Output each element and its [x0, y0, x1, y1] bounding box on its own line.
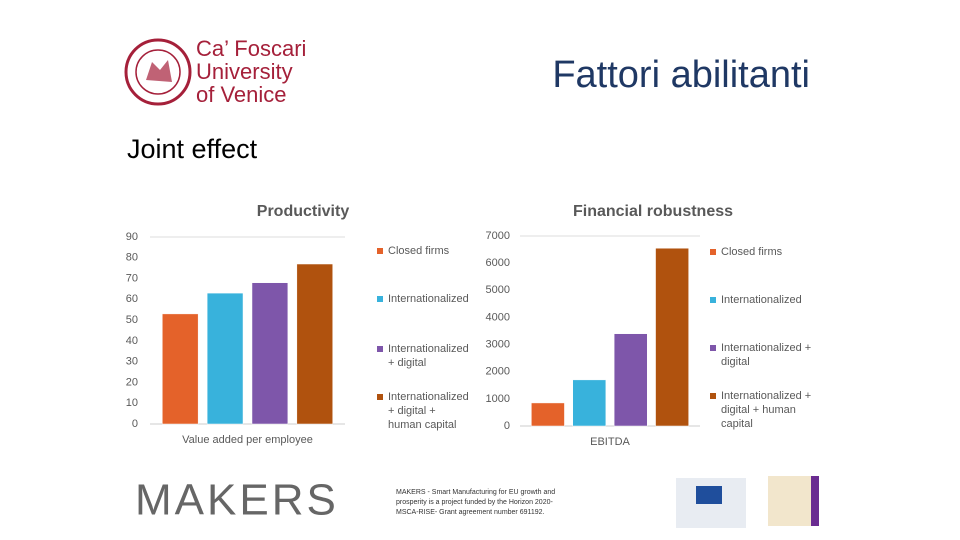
chart-title: Productivity	[257, 203, 350, 220]
legend-swatch	[377, 296, 383, 302]
chart-title: Financial robustness	[573, 203, 733, 220]
y-tick-label: 4000	[486, 311, 510, 323]
y-tick-label: 50	[126, 314, 138, 326]
legend-item: Internationalized	[710, 293, 815, 307]
y-tick-label: 20	[126, 376, 138, 388]
bar	[572, 379, 607, 427]
slide-subtitle: Joint effect	[127, 134, 258, 164]
legend-swatch	[710, 297, 716, 303]
legend-label: Internationalized + digital	[388, 343, 469, 369]
y-tick-label: 30	[126, 356, 138, 368]
legend-swatch	[377, 248, 383, 254]
y-tick-label: 2000	[486, 366, 510, 378]
eu-logo	[676, 476, 819, 528]
y-tick-label: 5000	[486, 284, 510, 296]
logo-line: of Venice	[196, 82, 287, 107]
y-tick-label: 60	[126, 293, 138, 305]
y-tick-label: 70	[126, 272, 138, 284]
logo-line: Ca’ Foscari	[196, 36, 306, 61]
y-tick-label: 40	[126, 335, 138, 347]
footer-note: MAKERS - Smart Manufacturing for EU grow…	[396, 489, 556, 516]
y-tick-label: 0	[504, 420, 510, 432]
bar	[531, 402, 565, 427]
legend-swatch	[377, 394, 383, 400]
legend-label: Internationalized + digital + human capi…	[388, 391, 469, 431]
legend-swatch	[710, 345, 716, 351]
legend-label: Internationalized	[721, 294, 802, 306]
legend-item: Closed firms	[710, 245, 815, 259]
legend-item: Internationalized + digital + human capi…	[710, 389, 815, 431]
bar	[251, 282, 289, 425]
y-tick-label: 90	[126, 231, 138, 243]
bar	[206, 292, 244, 425]
logo-line: University	[196, 59, 293, 84]
y-tick-label: 80	[126, 252, 138, 264]
legend-label: Closed firms	[721, 246, 783, 258]
x-tick-label: EBITDA	[590, 436, 630, 448]
legend-item: Internationalized + digital + human capi…	[377, 390, 472, 432]
legend-swatch	[377, 346, 383, 352]
y-tick-label: 1000	[486, 393, 510, 405]
bar	[296, 263, 333, 425]
legend-label: Closed firms	[388, 245, 450, 257]
bar	[655, 247, 689, 427]
legend-label: Internationalized + digital	[721, 342, 812, 368]
legend-swatch	[710, 393, 716, 399]
legend-swatch	[710, 249, 716, 255]
university-logo	[124, 38, 192, 106]
legend-item: Internationalized	[377, 292, 472, 306]
bar	[162, 313, 199, 425]
legend-label: Internationalized + digital + human capi…	[721, 390, 812, 430]
y-tick-label: 3000	[486, 338, 510, 350]
makers-logo: MAKERS	[135, 476, 339, 525]
legend-item: Internationalized + digital	[377, 342, 472, 370]
y-tick-label: 6000	[486, 257, 510, 269]
x-tick-label: Value added per employee	[182, 434, 313, 446]
bar	[613, 333, 648, 427]
legend-item: Closed firms	[377, 244, 472, 258]
legend-label: Internationalized	[388, 293, 469, 305]
slide-title: Fattori abilitanti	[552, 54, 810, 96]
y-tick-label: 10	[126, 397, 138, 409]
y-tick-label: 0	[132, 418, 138, 430]
legend-item: Internationalized + digital	[710, 341, 815, 369]
y-tick-label: 7000	[486, 230, 510, 242]
